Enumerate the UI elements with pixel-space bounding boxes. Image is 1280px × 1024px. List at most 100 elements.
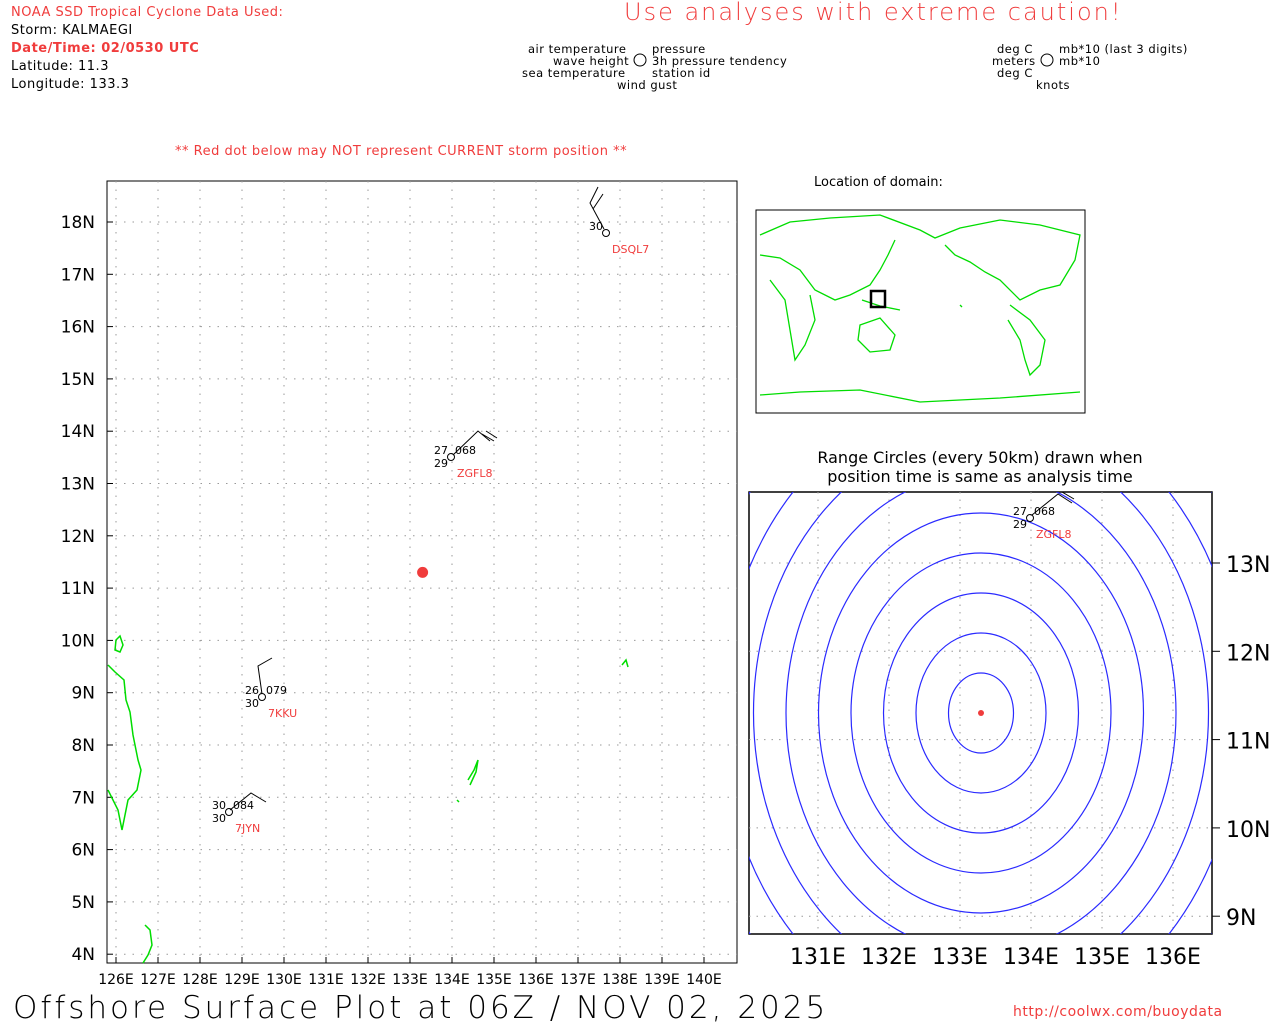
lat-label: 8N [71, 736, 95, 756]
source-url[interactable]: http://coolwx.com/buoydata [1013, 1004, 1223, 1020]
lat-label: 9N [71, 684, 95, 704]
lon-label: 131E [308, 972, 344, 988]
legend-tendency: 3h pressure tendency [652, 54, 788, 68]
coastline [107, 634, 629, 964]
lon-label: 133E [932, 945, 988, 970]
station-sea-temp: 29 [1013, 518, 1027, 531]
lat-label: 10N [61, 631, 95, 651]
station-id: DSQL7 [612, 243, 649, 256]
lon-label: 139E [644, 972, 680, 988]
red-dot-note: ** Red dot below may NOT represent CURRE… [175, 144, 628, 159]
lon-label: 135E [476, 972, 512, 988]
station-circle-icon [602, 229, 610, 237]
range-circle [915, 632, 1047, 794]
legend-units-sea: deg C [997, 66, 1033, 80]
lat-label: 16N [61, 318, 95, 338]
lon-label: 140E [686, 972, 722, 988]
station-circle-icon [225, 808, 233, 816]
lon-label: 134E [1003, 945, 1059, 970]
lat-label: 17N [61, 265, 95, 285]
station-air-temp: 27 [1013, 505, 1027, 518]
lat-label: 4N [71, 945, 95, 965]
station-pressure: 084 [233, 799, 254, 812]
lon-label: 132E [861, 945, 917, 970]
legend-units-tendency: mb*10 [1059, 54, 1101, 68]
wind-barb-icon [452, 430, 498, 456]
station-pressure: 068 [455, 444, 476, 457]
legend-pressure: pressure [652, 42, 706, 56]
inset-world-map [755, 209, 1086, 414]
lon-label: 131E [790, 945, 846, 970]
lon-label: 138E [602, 972, 638, 988]
wind-barb-icon [589, 186, 605, 230]
legend-circle-icon [633, 53, 647, 67]
storm-longitude: Longitude: 133.3 [11, 77, 130, 92]
range-storm-dot [978, 710, 984, 716]
lat-label: 12N [61, 527, 95, 547]
lon-label: 126E [98, 972, 134, 988]
station-plot-DSQL7[interactable]: 30 DSQL7 [589, 186, 649, 256]
legend-units-gust: knots [1036, 78, 1070, 92]
lat-label: 9N [1226, 906, 1256, 931]
storm-position-dot[interactable] [417, 566, 429, 578]
legend-units-pressure: mb*10 (last 3 digits) [1059, 42, 1188, 56]
lon-label: 136E [1145, 945, 1201, 970]
legend-air-temp: air temperature [528, 42, 627, 56]
legend-wave-height: wave height [553, 54, 630, 68]
station-id: 7JYN [235, 822, 260, 835]
lon-label: 127E [140, 972, 176, 988]
range-circle [752, 492, 1210, 934]
legend-units-air: deg C [997, 42, 1033, 56]
storm-name: Storm: KALMAEGI [11, 23, 133, 38]
lon-label: 136E [518, 972, 554, 988]
lon-label: 132E [350, 972, 386, 988]
lat-label: 7N [71, 788, 95, 808]
caution-banner: Use analyses with extreme caution! [624, 0, 1123, 26]
legend-units-wave: meters [992, 54, 1036, 68]
station-sea-temp: 30 [245, 697, 259, 710]
station-id: ZGFL8 [457, 467, 493, 480]
lon-label: 129E [224, 972, 260, 988]
plot-title: Offshore Surface Plot at 06Z / NOV 02, 2… [13, 990, 829, 1024]
legend-sea-temp: sea temperature [522, 66, 626, 80]
station-air-temp: 30 [589, 220, 603, 233]
station-sea-temp: 30 [212, 812, 226, 825]
legend-wind-gust: wind gust [617, 78, 678, 92]
legend-station-id: station id [652, 66, 711, 80]
station-id: 7KKU [268, 707, 297, 720]
station-sea-temp: 29 [434, 457, 448, 470]
lon-label: 135E [1074, 945, 1130, 970]
lon-label: 128E [182, 972, 218, 988]
range-circle [882, 592, 1080, 834]
main-map[interactable]: 30DSQL72729068ZGFL826300797KKU30300847JY… [61, 180, 738, 988]
legend-circle-icon [1040, 53, 1054, 67]
storm-latitude: Latitude: 11.3 [11, 59, 109, 74]
station-air-temp: 27 [434, 444, 448, 457]
lat-label: 5N [71, 893, 95, 913]
wind-barb-icon [229, 792, 267, 811]
range-circle [850, 552, 1112, 874]
lon-label: 134E [434, 972, 470, 988]
lat-label: 11N [61, 579, 95, 599]
range-circle [947, 672, 1015, 754]
storm-datetime: Date/Time: 02/0530 UTC [11, 41, 200, 56]
station-pressure: 079 [266, 684, 287, 697]
station-circle-icon [447, 453, 455, 461]
range-circle [817, 512, 1145, 914]
station-air-temp: 26 [245, 684, 259, 697]
range-title-line1: Range Circles (every 50km) drawn when [817, 448, 1142, 467]
range-title-line2: position time is same as analysis time [827, 467, 1132, 486]
lon-label: 130E [266, 972, 302, 988]
lat-label: 10N [1226, 818, 1270, 843]
lat-label: 12N [1226, 641, 1270, 666]
station-pressure: 068 [1034, 505, 1055, 518]
inset-title: Location of domain: [814, 175, 943, 190]
station-circle-icon [1026, 514, 1034, 522]
